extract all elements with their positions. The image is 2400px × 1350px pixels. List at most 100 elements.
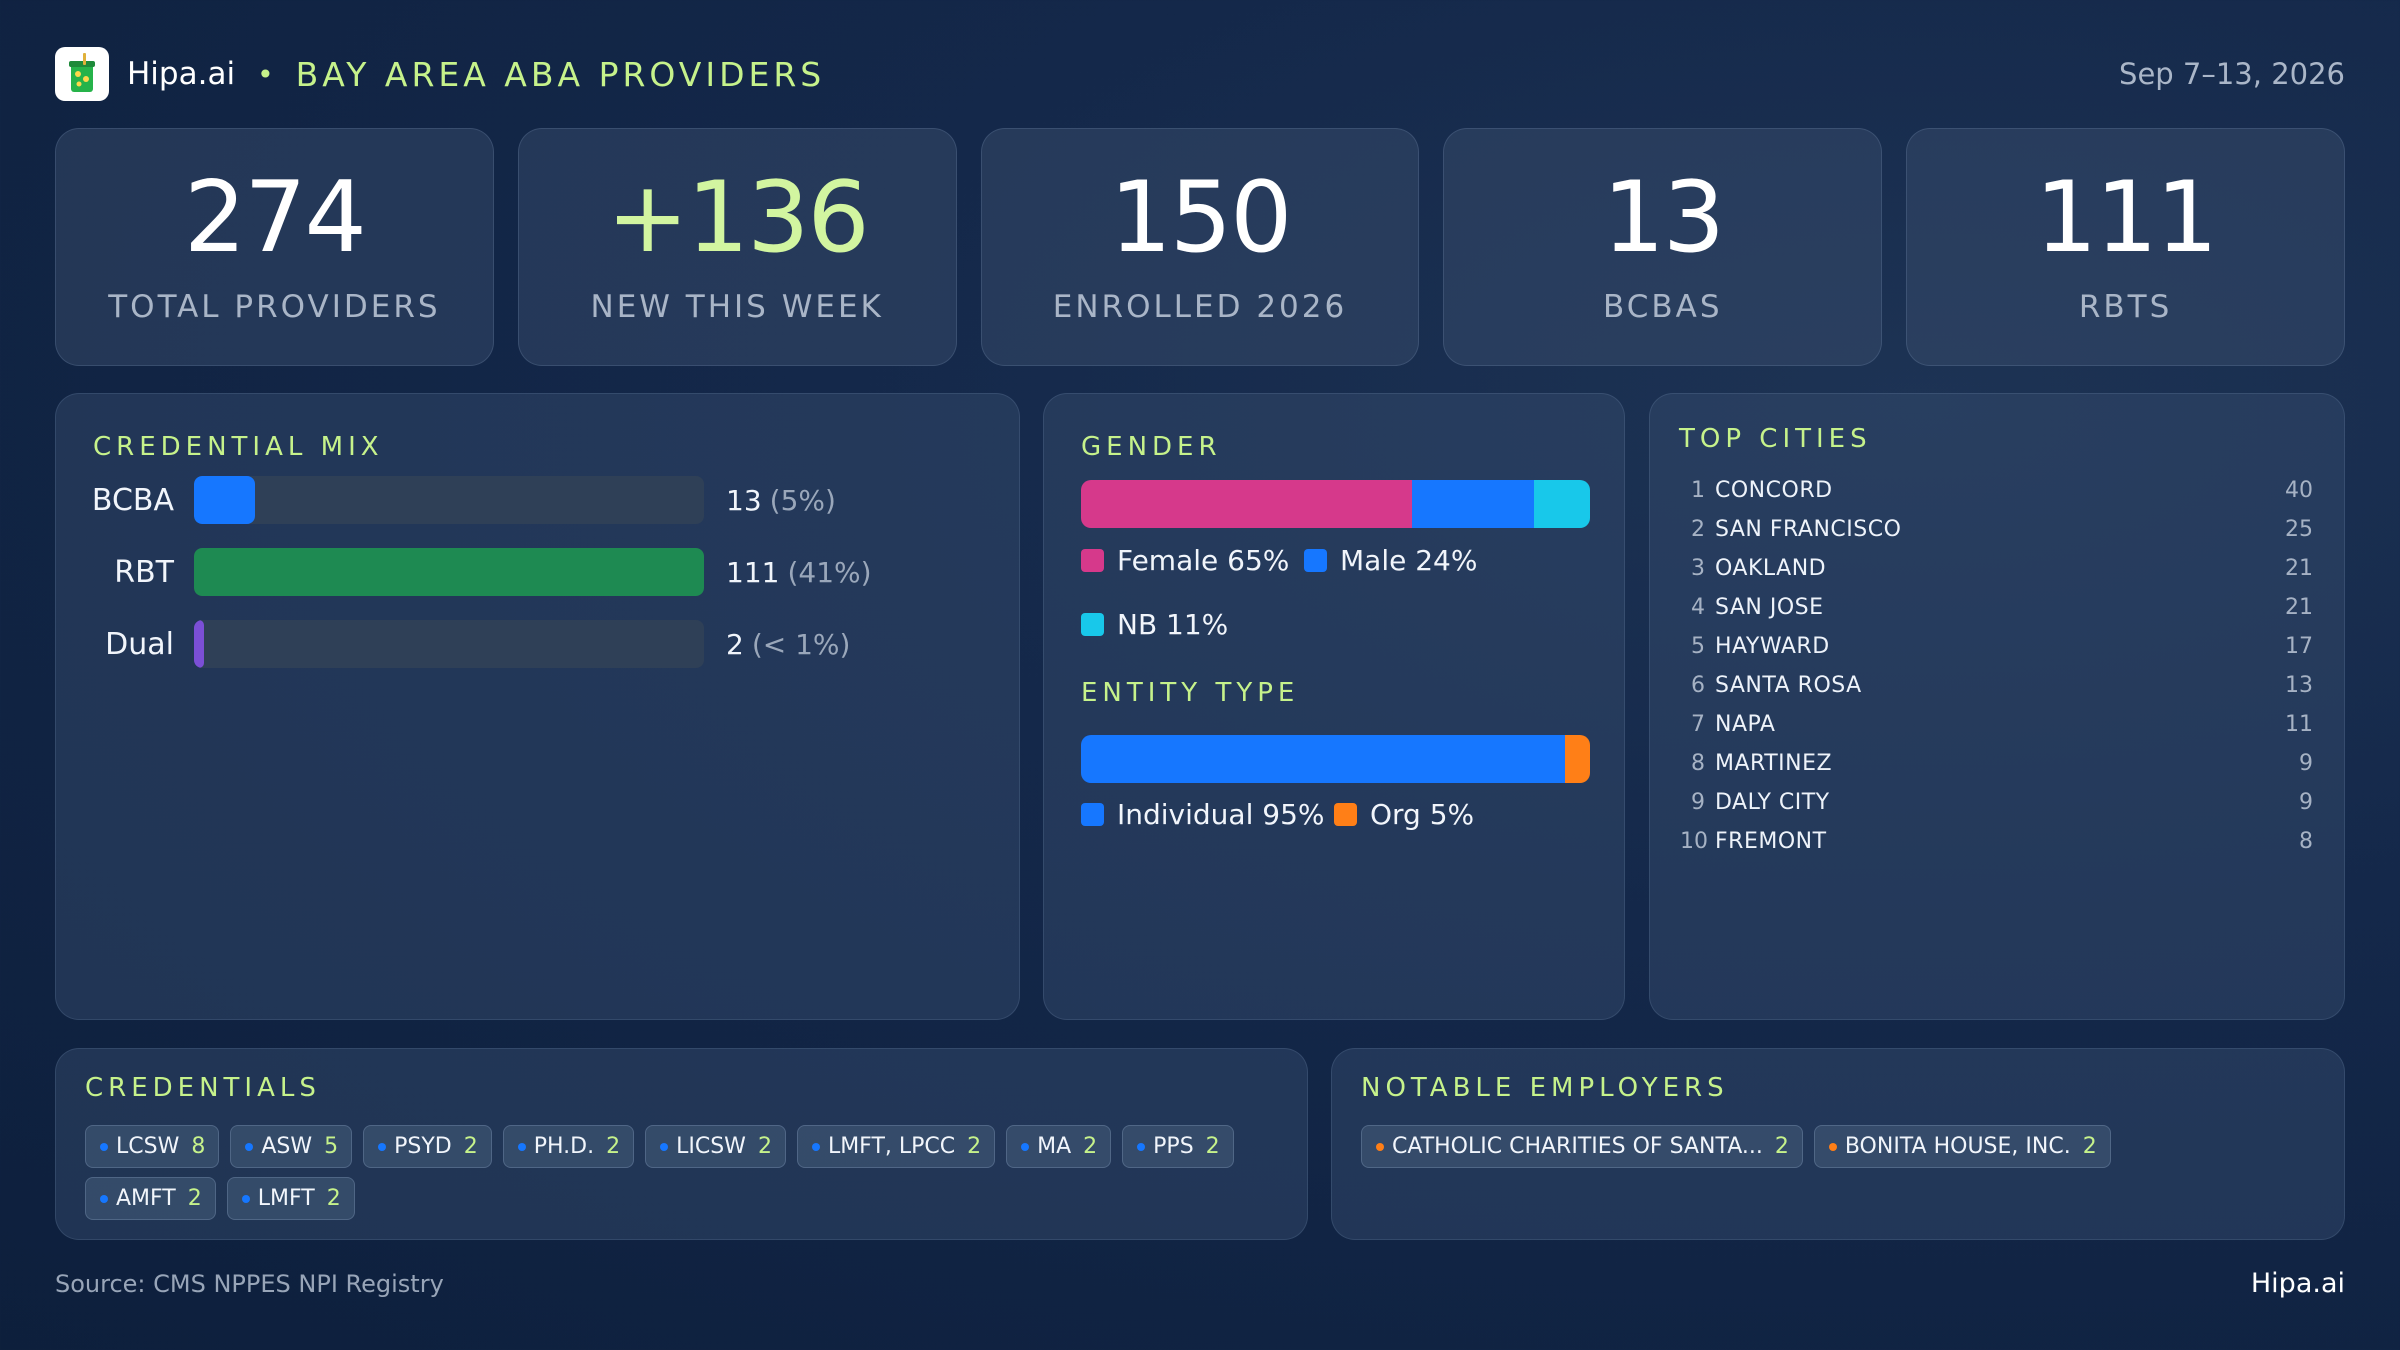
chip-label: CATHOLIC CHARITIES OF SANTA... xyxy=(1392,1134,1763,1159)
date-range: Sep 7–13, 2026 xyxy=(2119,57,2345,91)
bar-track xyxy=(194,476,704,524)
chip-count: 2 xyxy=(1774,1134,1789,1159)
title-separator: • xyxy=(257,57,274,91)
legend-male: Male 24% xyxy=(1304,544,1477,577)
city-count: 17 xyxy=(2285,634,2313,659)
bar-fill-rbt xyxy=(194,548,704,596)
legend-swatch xyxy=(1081,549,1104,572)
city-rank: 5 xyxy=(1691,634,1705,659)
chip-label: LMFT xyxy=(257,1186,315,1211)
city-name: OAKLAND xyxy=(1715,556,1827,581)
kpi-label: ENROLLED 2026 xyxy=(1052,289,1348,325)
city-count: 21 xyxy=(2285,595,2313,620)
chip-label: PSYD xyxy=(394,1134,452,1159)
kpi-new-this-week: +136 NEW THIS WEEK xyxy=(517,128,957,366)
kpi-row: 274 TOTAL PROVIDERS +136 NEW THIS WEEK 1… xyxy=(55,128,2345,366)
employer-chips: CATHOLIC CHARITIES OF SANTA... 2 BONITA HO… xyxy=(1361,1125,2400,1168)
chip: AMFT 2 xyxy=(85,1177,216,1220)
app-logo xyxy=(55,47,109,101)
gender-segment-2 xyxy=(1534,480,1590,528)
legend-label: NB 11% xyxy=(1117,608,1229,641)
legend-swatch xyxy=(1304,549,1327,572)
city-row: 4 SAN JOSE 21 xyxy=(1680,588,2313,627)
bar-fill-dual xyxy=(194,620,205,668)
city-row: 8 MARTINEZ 9 xyxy=(1680,744,2313,783)
bar-value: 13 (5%) xyxy=(726,484,836,517)
chip-dot xyxy=(1137,1142,1146,1151)
chip: MA 2 xyxy=(1006,1125,1112,1168)
city-list: 1 CONCORD 40 2 SAN FRANCISCO 25 3 OAKLAND 21 4 SAN… xyxy=(1680,471,2313,861)
bar-fill-bcba xyxy=(194,476,256,524)
city-rank: 10 xyxy=(1680,829,1708,854)
credentials-panel: CREDENTIALS LCSW 8 ASW 5 PSYD 2 PH.D. 2 LICSW 2 LM… xyxy=(55,1048,1308,1240)
chip-dot xyxy=(1828,1142,1837,1151)
chip-count: 2 xyxy=(757,1134,772,1159)
page-title: BAY AREA ABA PROVIDERS xyxy=(295,54,826,94)
entity-segment-0 xyxy=(1081,735,1565,783)
panel-title: TOP CITIES xyxy=(1679,424,1872,454)
city-count: 11 xyxy=(2285,712,2313,737)
city-row: 1 CONCORD 40 xyxy=(1680,471,2313,510)
chip-label: PPS xyxy=(1153,1134,1194,1159)
legend-label: Individual 95% xyxy=(1117,798,1325,831)
chip-dot xyxy=(517,1142,526,1151)
city-row: 9 DALY CITY 9 xyxy=(1680,783,2313,822)
entity-stacked-bar xyxy=(1081,735,1590,783)
legend-org: Org 5% xyxy=(1334,798,1474,831)
bar-row-bcba: BCBA 13 (5%) xyxy=(56,475,956,525)
city-name: FREMONT xyxy=(1715,829,1827,854)
bar-value: 2 (< 1%) xyxy=(726,628,850,661)
chip-count: 2 xyxy=(967,1134,982,1159)
gender-segment-0 xyxy=(1081,480,1412,528)
chip: ASW 5 xyxy=(230,1125,353,1168)
city-name: HAYWARD xyxy=(1715,634,1830,659)
chip-dot xyxy=(245,1142,254,1151)
chip-dot xyxy=(660,1142,669,1151)
legend-nb: NB 11% xyxy=(1081,608,1228,641)
city-rank: 4 xyxy=(1691,595,1705,620)
chip-count: 2 xyxy=(187,1186,202,1211)
chip: BONITA HOUSE, INC. 2 xyxy=(1813,1125,2111,1168)
chip-label: LMFT, LPCC xyxy=(827,1134,956,1159)
kpi-enrolled-2026: 150 ENROLLED 2026 xyxy=(980,128,1420,366)
city-name: SANTA ROSA xyxy=(1715,673,1862,698)
chip: PPS 2 xyxy=(1122,1125,1234,1168)
chip: PSYD 2 xyxy=(363,1125,492,1168)
drink-cup-icon xyxy=(69,53,95,92)
chip: LMFT, LPCC 2 xyxy=(796,1125,996,1168)
chip-dot xyxy=(811,1142,820,1151)
legend-label: Org 5% xyxy=(1370,798,1475,831)
city-count: 21 xyxy=(2285,556,2313,581)
kpi-value: 111 xyxy=(2035,161,2218,275)
city-rank: 3 xyxy=(1691,556,1705,581)
gender-segment-1 xyxy=(1411,480,1534,528)
city-row: 3 OAKLAND 21 xyxy=(1680,549,2313,588)
chip-count: 2 xyxy=(463,1134,478,1159)
bar-row-dual: Dual 2 (< 1%) xyxy=(56,619,956,669)
chip-label: AMFT xyxy=(116,1186,176,1211)
kpi-value: 150 xyxy=(1109,161,1292,275)
city-count: 13 xyxy=(2285,673,2313,698)
city-name: CONCORD xyxy=(1715,478,1833,503)
legend-swatch xyxy=(1081,613,1104,636)
city-rank: 9 xyxy=(1691,790,1705,815)
city-name: SAN FRANCISCO xyxy=(1715,517,1902,542)
city-name: DALY CITY xyxy=(1715,790,1830,815)
city-rank: 2 xyxy=(1691,517,1705,542)
chip-dot xyxy=(100,1194,108,1203)
kpi-value: 13 xyxy=(1602,161,1725,275)
chip-count: 2 xyxy=(326,1186,341,1211)
chip-label: MA xyxy=(1037,1134,1072,1159)
chip: CATHOLIC CHARITIES OF SANTA... 2 xyxy=(1361,1125,1803,1168)
kpi-value: 274 xyxy=(183,161,367,275)
panel-title: CREDENTIALS xyxy=(85,1073,321,1103)
gender-panel: GENDER Female 65% Male 24% NB 11% ENTITY… xyxy=(1043,393,1625,1020)
bar-label: RBT xyxy=(114,554,174,590)
kpi-label: TOTAL PROVIDERS xyxy=(108,289,441,325)
city-row: 6 SANTA ROSA 13 xyxy=(1680,666,2313,705)
city-row: 5 HAYWARD 17 xyxy=(1680,627,2313,666)
kpi-label: NEW THIS WEEK xyxy=(590,289,884,325)
chip-dot xyxy=(378,1142,387,1151)
city-count: 9 xyxy=(2299,751,2313,776)
city-row: 10 FREMONT 8 xyxy=(1680,822,2313,861)
